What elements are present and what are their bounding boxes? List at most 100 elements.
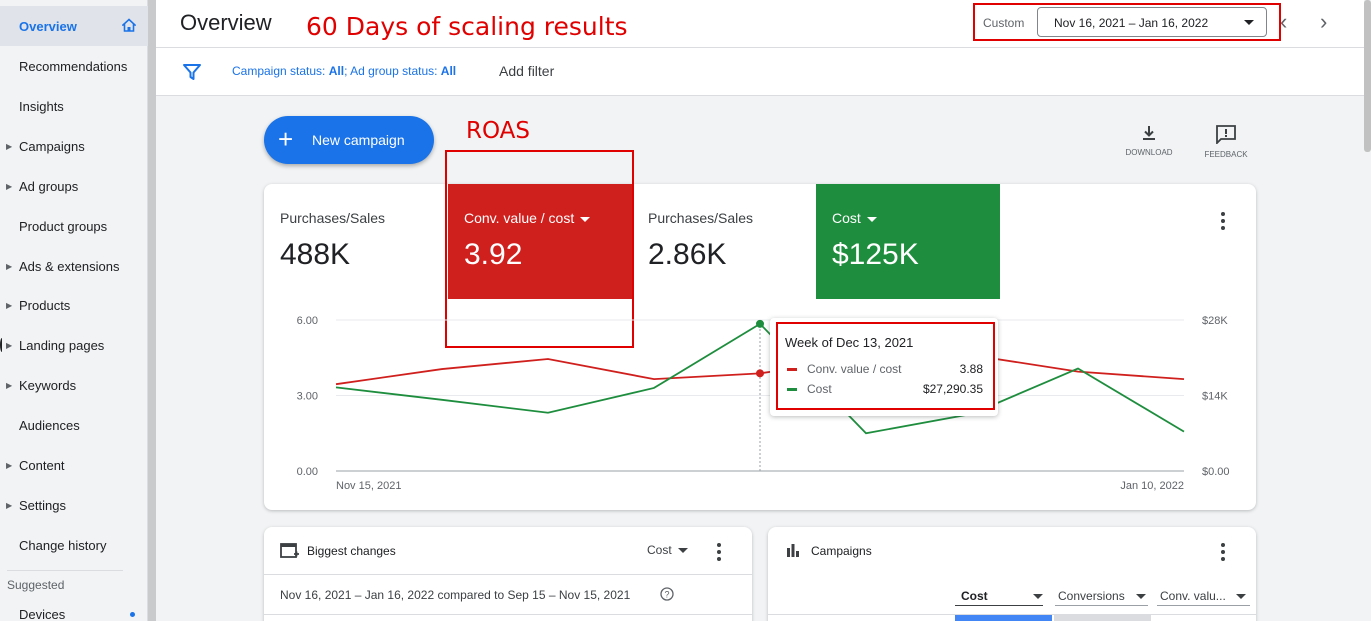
filter-bar: Campaign status: All; Ad group status: A…	[156, 48, 1364, 96]
roas-annotation: ROAS	[466, 118, 531, 144]
metric-label: Cost	[832, 210, 861, 226]
sidebar-item-audiences[interactable]: Audiences	[0, 405, 148, 445]
column-select-value: Conversions	[1058, 589, 1125, 603]
caret-right-icon: ▶	[6, 500, 13, 510]
add-filter-button[interactable]: Add filter	[499, 63, 555, 79]
sidebar-item-label: Product groups	[19, 218, 108, 234]
campaign-status-value: All	[328, 64, 345, 78]
more-options-icon[interactable]	[717, 543, 721, 564]
caret-right-icon: ▶	[6, 300, 13, 310]
filter-icon[interactable]	[182, 62, 202, 82]
plus-icon: +	[278, 124, 294, 154]
metric-label: Purchases/Sales	[280, 210, 386, 226]
sidebar-item-devices[interactable]: Devices	[0, 594, 148, 621]
metric-card-conv-value-cost[interactable]: Conv. value / cost 3.92	[448, 184, 632, 299]
sidebar-item-keywords[interactable]: ▶ Keywords	[0, 365, 148, 405]
dropdown-arrow-icon[interactable]	[580, 216, 591, 222]
sidebar-item-overview[interactable]: Overview	[0, 6, 148, 46]
more-options-icon[interactable]	[1221, 212, 1225, 233]
date-range-select[interactable]: Nov 16, 2021 – Jan 16, 2022	[1037, 7, 1267, 37]
tooltip-row-name: Conv. value / cost	[807, 362, 902, 376]
feedback-label: FEEDBACK	[1204, 150, 1248, 159]
download-button[interactable]: DOWNLOAD	[1119, 124, 1179, 157]
sidebar-item-label: Insights	[19, 98, 64, 114]
sidebar-item-label: Ad groups	[19, 178, 79, 194]
select-underline	[1055, 605, 1148, 606]
column-select-cost[interactable]: Cost	[961, 589, 1043, 603]
page-scrollbar[interactable]	[1364, 0, 1371, 621]
svg-text:?: ?	[664, 590, 669, 600]
y-tick-label-left: 3.00	[297, 391, 318, 403]
card-divider	[264, 574, 752, 575]
sidebar-item-label: Overview	[19, 18, 77, 34]
campaign-status-label: Campaign status:	[232, 64, 329, 78]
chevron-down-icon	[1244, 20, 1254, 25]
sidebar-item-ad-groups[interactable]: ▶ Ad groups	[0, 166, 148, 206]
column-select-conversions[interactable]: Conversions	[1058, 589, 1146, 603]
chevron-left-icon[interactable]: ‹	[1280, 9, 1288, 34]
bar-chart-icon	[787, 544, 799, 557]
feedback-button[interactable]: FEEDBACK	[1196, 124, 1256, 159]
sidebar-item-recommendations[interactable]: Recommendations	[0, 46, 148, 86]
x-tick-label: Nov 15, 2021	[336, 480, 401, 492]
new-campaign-button[interactable]: + New campaign	[264, 116, 434, 164]
chevron-down-icon	[1136, 594, 1146, 599]
campaigns-card	[768, 527, 1256, 621]
select-underline	[955, 605, 1043, 606]
biggest-changes-title: Biggest changes	[307, 544, 396, 558]
sidebar-scrollbar[interactable]	[148, 0, 156, 621]
collapse-handle-icon[interactable]	[0, 338, 4, 352]
tooltip-row-value: $27,290.35	[922, 382, 983, 396]
metric-label: Conv. value / cost	[464, 210, 575, 226]
sidebar-item-insights[interactable]: Insights	[0, 86, 148, 126]
sidebar-item-label: Settings	[19, 497, 66, 513]
sidebar-item-campaigns[interactable]: ▶ Campaigns	[0, 126, 148, 166]
sidebar-item-label: Change history	[19, 537, 107, 553]
ad-group-status-value: All	[440, 64, 457, 78]
sidebar-item-landing-pages[interactable]: ▶ Landing pages	[0, 325, 148, 365]
sidebar-item-ads-extensions[interactable]: ▶ Ads & extensions	[0, 246, 148, 286]
dropdown-arrow-icon[interactable]	[866, 216, 877, 222]
ad-group-status-label: ; Ad group status:	[344, 64, 441, 78]
chart-tooltip	[770, 318, 998, 416]
sidebar-item-product-groups[interactable]: Product groups	[0, 206, 148, 246]
y-tick-label-right: $14K	[1202, 391, 1228, 403]
y-tick-label-right: $0.00	[1202, 466, 1230, 478]
sidebar-divider	[7, 570, 123, 571]
y-tick-label-left: 6.00	[297, 315, 318, 327]
download-icon	[1143, 126, 1155, 140]
biggest-changes-metric-select[interactable]: Cost	[647, 543, 688, 557]
annotation-title: 60 Days of scaling results	[306, 12, 628, 41]
y-tick-label-right: $28K	[1202, 315, 1228, 327]
metric-card-purchases-2[interactable]: Purchases/Sales 2.86K	[632, 184, 816, 299]
sidebar-suggested-heading: Suggested	[7, 578, 65, 592]
sidebar-item-change-history[interactable]: Change history	[0, 525, 148, 565]
more-options-icon[interactable]	[1221, 543, 1225, 564]
tooltip-title: Week of Dec 13, 2021	[785, 335, 914, 350]
roas-highlight-box	[445, 150, 634, 348]
metric-value: 2.86K	[648, 238, 727, 271]
chevron-down-icon	[1236, 594, 1246, 599]
campaigns-card-title: Campaigns	[811, 544, 872, 558]
active-filters[interactable]: Campaign status: All; Ad group status: A…	[232, 64, 456, 78]
metric-value: 488K	[280, 238, 351, 271]
home-icon	[122, 18, 136, 32]
caret-right-icon: ▶	[6, 261, 13, 271]
column-select-conv-value[interactable]: Conv. valu...	[1160, 589, 1246, 603]
column-select-value: Conv. valu...	[1160, 589, 1226, 603]
page-scrollbar-thumb[interactable]	[1364, 0, 1371, 152]
metric-card-cost[interactable]: Cost $125K	[816, 184, 1000, 299]
sidebar-item-settings[interactable]: ▶ Settings	[0, 485, 148, 525]
chevron-right-icon[interactable]: ›	[1320, 9, 1328, 34]
metric-card-purchases[interactable]: Purchases/Sales 488K	[264, 184, 448, 299]
sidebar-item-products[interactable]: ▶ Products	[0, 285, 148, 325]
help-icon[interactable]: ?	[660, 587, 674, 601]
sidebar-item-label: Devices	[19, 606, 66, 621]
tooltip-highlight-box	[776, 322, 995, 410]
new-indicator-dot	[130, 612, 135, 617]
sidebar-item-content[interactable]: ▶ Content	[0, 445, 148, 485]
metric-label: Purchases/Sales	[648, 210, 754, 226]
header: Overview 60 Days of scaling results Cust…	[156, 0, 1364, 48]
y-tick-label-left: 0.00	[297, 466, 318, 478]
caret-right-icon: ▶	[6, 181, 13, 191]
